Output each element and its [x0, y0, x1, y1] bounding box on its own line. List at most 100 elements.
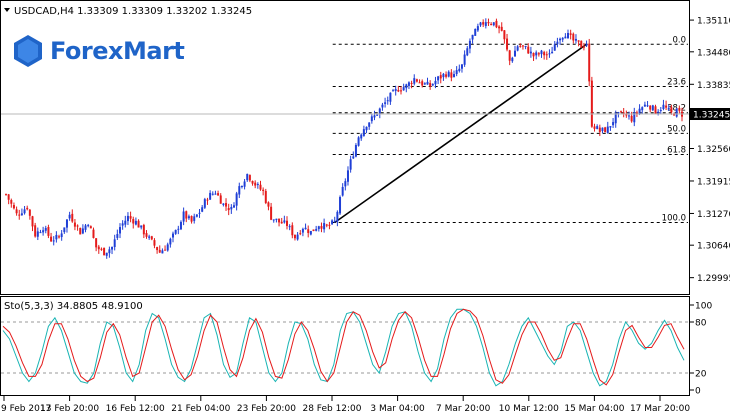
fib-trendline[interactable] — [334, 43, 588, 224]
bull-candle — [317, 226, 320, 230]
bull-candle — [458, 68, 461, 72]
bear-candle — [190, 216, 193, 222]
bull-candle — [381, 104, 384, 108]
bear-candle — [225, 203, 228, 207]
bull-candle — [126, 215, 129, 222]
bear-candle — [145, 233, 148, 237]
bull-candle — [389, 92, 392, 102]
bear-candle — [100, 248, 103, 250]
bear-candle — [156, 247, 159, 251]
bear-candle — [254, 182, 257, 186]
bear-candle — [185, 211, 188, 219]
bear-candle — [307, 229, 310, 233]
bull-candle — [386, 100, 389, 102]
bear-candle — [399, 90, 402, 92]
bear-candle — [5, 194, 7, 196]
bear-candle — [670, 107, 673, 113]
bull-candle — [559, 38, 562, 41]
collapse-triangle-icon[interactable] — [4, 8, 10, 12]
bear-candle — [545, 54, 548, 56]
time-tick-label: 10 Mar 12:00 — [499, 404, 559, 412]
bear-candle — [418, 82, 421, 84]
bull-candle — [187, 216, 190, 219]
bear-candle — [264, 191, 267, 203]
bull-candle — [198, 212, 201, 214]
bear-candle — [7, 194, 10, 200]
bull-candle — [195, 214, 198, 217]
bear-candle — [654, 106, 657, 114]
bear-candle — [620, 111, 623, 113]
bear-candle — [10, 200, 13, 204]
bull-candle — [333, 220, 336, 222]
bull-candle — [468, 40, 471, 49]
fib-level-label: 50.0 — [667, 124, 686, 134]
bear-candle — [79, 227, 82, 235]
bull-candle — [301, 228, 304, 233]
fib-level-label: 23.6 — [667, 78, 686, 88]
last-price-tag-bg — [690, 108, 730, 121]
price-axis: 1.35110 1.34480 1.33835 1.32560 1.31915 1.312… — [689, 17, 730, 284]
bull-candle — [567, 32, 570, 38]
bull-candle — [113, 239, 116, 248]
bull-candle — [39, 232, 42, 234]
bull-candle — [296, 234, 299, 240]
bull-candle — [344, 181, 347, 187]
bull-candle — [651, 105, 654, 111]
bull-candle — [341, 186, 344, 196]
candlestick-series — [5, 18, 683, 259]
bull-candle — [513, 50, 516, 57]
bear-candle — [519, 45, 522, 47]
bull-candle — [405, 84, 408, 89]
bear-candle — [248, 175, 251, 181]
bull-candle — [529, 51, 532, 54]
bear-candle — [227, 208, 230, 211]
price-tick-label: 1.30640 — [697, 242, 730, 252]
bull-candle — [169, 238, 172, 245]
bull-candle — [516, 46, 519, 51]
bull-candle — [437, 76, 440, 81]
bear-candle — [527, 46, 530, 54]
bull-candle — [431, 84, 434, 86]
bear-candle — [490, 24, 493, 26]
bear-candle — [445, 74, 448, 77]
bull-candle — [20, 213, 23, 216]
bull-candle — [638, 108, 641, 114]
bear-candle — [450, 72, 453, 78]
bear-candle — [429, 83, 432, 87]
time-tick-label: 17 Mar 20:00 — [630, 404, 690, 412]
bull-candle — [55, 234, 58, 240]
bull-candle — [63, 227, 66, 233]
bear-candle — [328, 224, 331, 226]
bear-candle — [598, 127, 601, 132]
bull-candle — [235, 193, 238, 206]
bull-candle — [232, 205, 235, 208]
stochastic-lines — [2, 308, 685, 387]
bear-candle — [18, 214, 21, 216]
bull-candle — [174, 229, 177, 234]
bear-candle — [158, 249, 161, 253]
stochastic-pane — [0, 296, 690, 396]
bull-candle — [360, 134, 363, 139]
bull-candle — [179, 221, 182, 230]
bull-candle — [81, 228, 84, 234]
bull-candle — [240, 186, 243, 188]
bull-candle — [140, 225, 143, 228]
bull-candle — [201, 207, 204, 212]
bull-candle — [230, 206, 233, 210]
bear-candle — [604, 127, 607, 133]
bull-candle — [535, 52, 538, 56]
stoch-tick-label: 100 — [695, 302, 712, 312]
bear-candle — [577, 40, 580, 42]
bull-candle — [662, 104, 665, 109]
bear-candle — [251, 181, 254, 184]
bull-candle — [283, 220, 286, 223]
time-tick-label: 23 Feb 20:00 — [237, 404, 296, 412]
bear-candle — [521, 45, 524, 47]
bear-candle — [28, 209, 31, 216]
bull-candle — [524, 45, 527, 47]
bull-candle — [304, 227, 307, 230]
bull-candle — [323, 223, 326, 230]
bull-candle — [384, 102, 387, 104]
bull-candle — [84, 225, 87, 230]
bear-candle — [153, 240, 156, 246]
